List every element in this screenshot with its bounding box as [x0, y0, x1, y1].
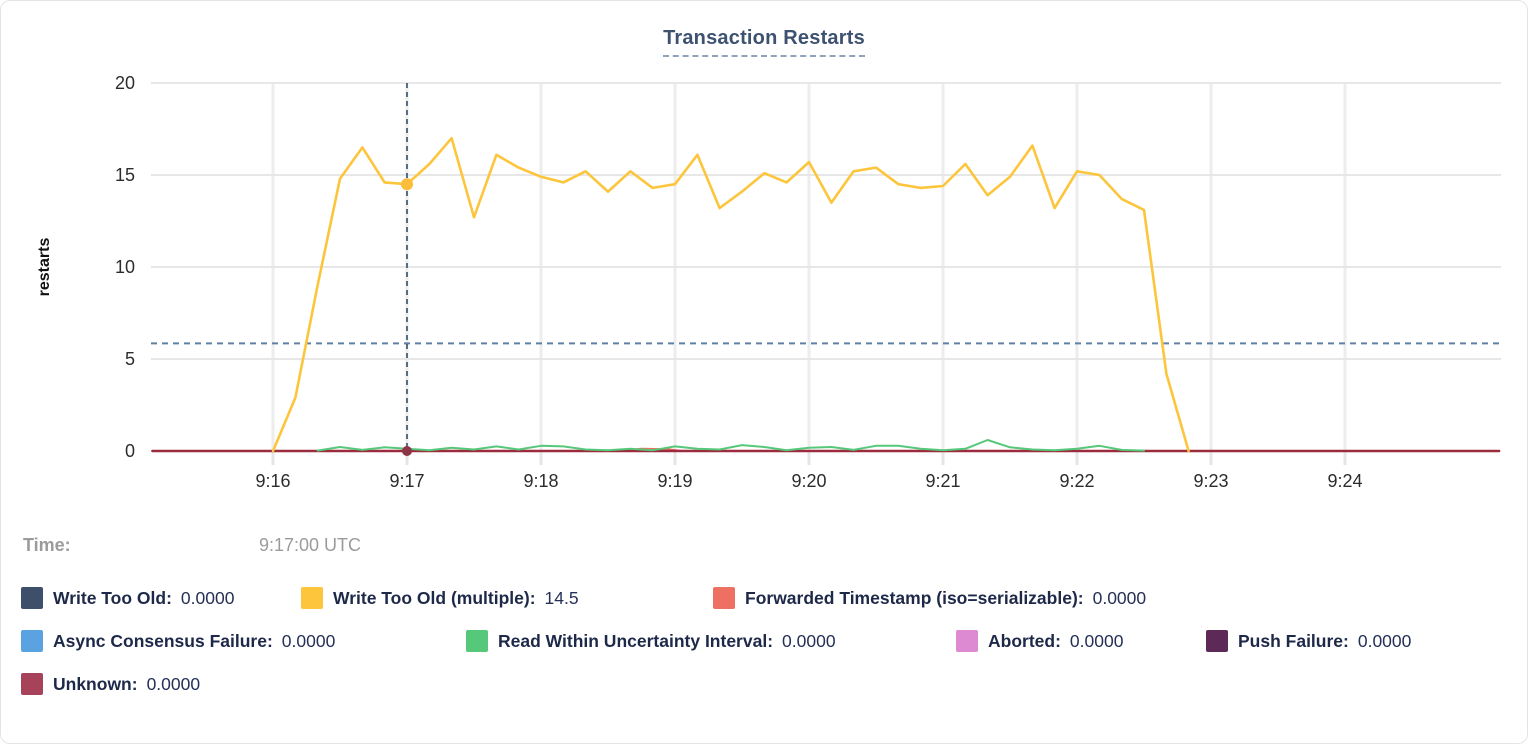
- legend-label: Async Consensus Failure:: [53, 630, 273, 651]
- series-swatch-push-failure: [1206, 630, 1228, 652]
- legend-item-forwarded-timestamp: Forwarded Timestamp (iso=serializable): …: [713, 587, 1146, 609]
- chart-legend: Write Too Old: 0.0000 Write Too Old (mul…: [21, 587, 1517, 716]
- y-tick-label: 20: [115, 73, 135, 93]
- legend-item-write-too-old: Write Too Old: 0.0000: [21, 587, 301, 609]
- x-tick-label: 9:17: [389, 471, 424, 491]
- legend-value: 0.0000: [281, 630, 336, 651]
- legend-label: Write Too Old:: [53, 587, 172, 608]
- legend-value: 0.0000: [180, 587, 235, 608]
- series-swatch-async-consensus-failure: [21, 630, 43, 652]
- x-tick-label: 9:19: [657, 471, 692, 491]
- y-tick-label: 0: [125, 441, 135, 461]
- y-tick-label: 15: [115, 165, 135, 185]
- legend-value: 0.0000: [782, 630, 836, 651]
- legend-label: Forwarded Timestamp (iso=serializable):: [745, 587, 1084, 608]
- time-label: Time:: [23, 535, 71, 555]
- y-tick-label: 5: [125, 349, 135, 369]
- legend-row: Unknown: 0.0000: [21, 673, 1517, 695]
- chart-title[interactable]: Transaction Restarts: [663, 27, 865, 57]
- y-tick-label: 10: [115, 257, 135, 277]
- x-tick-label: 9:21: [925, 471, 960, 491]
- legend-item-read-within-uncertainty: Read Within Uncertainty Interval: 0.0000: [466, 630, 956, 652]
- legend-row: Write Too Old: 0.0000 Write Too Old (mul…: [21, 587, 1517, 609]
- series-swatch-forwarded-timestamp: [713, 587, 735, 609]
- legend-value: 0.0000: [1357, 630, 1412, 651]
- legend-label: Unknown:: [53, 673, 138, 694]
- hover-time-row: Time: 9:17:00 UTC: [23, 535, 361, 556]
- legend-label: Push Failure:: [1238, 630, 1349, 651]
- legend-item-aborted: Aborted: 0.0000: [956, 630, 1206, 652]
- legend-item-write-too-old-multiple: Write Too Old (multiple): 14.5: [301, 587, 713, 609]
- legend-value: 0.0000: [1092, 587, 1147, 608]
- legend-label: Write Too Old (multiple):: [333, 587, 536, 608]
- series-swatch-unknown: [21, 673, 43, 695]
- series-swatch-write-too-old: [21, 587, 43, 609]
- x-tick-label: 9:20: [791, 471, 826, 491]
- series-swatch-read-within-uncertainty: [466, 630, 488, 652]
- legend-label: Read Within Uncertainty Interval:: [498, 630, 774, 651]
- series-swatch-aborted: [956, 630, 978, 652]
- legend-value: 14.5: [544, 587, 579, 608]
- crosshair-dot-write-too-old-multiple-: [401, 178, 413, 191]
- x-tick-label: 9:24: [1327, 471, 1362, 491]
- legend-row: Async Consensus Failure: 0.0000 Read Wit…: [21, 630, 1517, 652]
- x-tick-label: 9:23: [1193, 471, 1228, 491]
- chart-title-wrap: Transaction Restarts: [1, 27, 1527, 57]
- legend-item-push-failure: Push Failure: 0.0000: [1206, 630, 1411, 652]
- legend-value: 0.0000: [146, 673, 201, 694]
- series-swatch-write-too-old-multiple: [301, 587, 323, 609]
- series-line-write-too-old-multiple-: [271, 136, 1190, 453]
- series-line-read-within-uncertainty-interval: [316, 439, 1145, 452]
- legend-item-unknown: Unknown: 0.0000: [21, 673, 200, 695]
- legend-item-async-consensus-failure: Async Consensus Failure: 0.0000: [21, 630, 466, 652]
- x-tick-label: 9:22: [1059, 471, 1094, 491]
- transaction-restarts-chart[interactable]: 9:16 9:17 9:18 9:19 9:20 9:21 9:22 9:23 9:24 0 5 10…: [1, 1, 1527, 521]
- y-axis-label: restarts: [36, 238, 53, 297]
- x-tick-label: 9:18: [523, 471, 558, 491]
- time-value: 9:17:00 UTC: [259, 535, 362, 555]
- legend-value: 0.0000: [1069, 630, 1124, 651]
- crosshair-dot-unknown: [402, 446, 412, 456]
- legend-label: Aborted:: [988, 630, 1061, 651]
- x-tick-label: 9:16: [255, 471, 290, 491]
